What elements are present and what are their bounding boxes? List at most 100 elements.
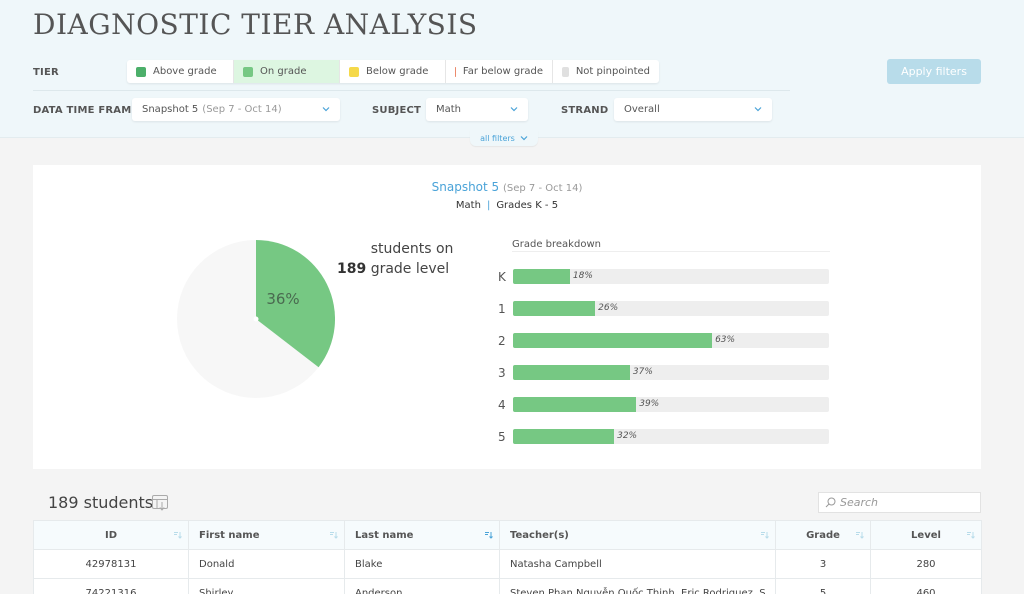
divider [33,90,790,91]
bar-track: 63% [513,333,829,348]
tier-option-not-pinpointed[interactable]: Not pinpointed [553,60,659,83]
bar-fill [513,365,630,380]
table-row[interactable]: 74221316 Shirley Anderson Steven Phan Ng… [33,578,982,594]
search-input[interactable]: Search [818,492,981,513]
strand-select[interactable]: Overall [614,98,772,121]
sort-icon [856,532,864,539]
apply-filters-button[interactable]: Apply filters [887,59,981,84]
tier-option-on-grade[interactable]: On grade [234,60,340,83]
bar-track: 32% [513,429,829,444]
bar-percent-label: 32% [617,431,638,441]
sort-icon [761,532,769,539]
tier-option-below-grade[interactable]: Below grade [340,60,446,83]
column-label: Level [911,529,941,541]
chevron-down-icon [510,107,518,112]
column-label: Teacher(s) [510,529,569,541]
table-row[interactable]: 42978131 Donald Blake Natasha Campbell 3… [33,549,982,579]
cell-first-name: Donald [188,549,345,579]
tier-option-label: Not pinpointed [575,66,650,77]
chevron-down-icon [322,107,330,112]
tier-option-label: Far below grade [462,66,543,77]
timeframe-label: DATA TIME FRAME [33,105,139,116]
students-table: ID First name Last name Teacher(s) Grade… [33,520,982,594]
cell-id: 74221316 [33,578,189,594]
sort-active-icon [485,532,493,539]
bar-fill [513,333,713,348]
bar-fill [513,397,637,412]
timeframe-value: Snapshot 5 [142,104,199,115]
page-title: DIAGNOSTIC TIER ANALYSIS [33,8,478,41]
cell-level: 460 [870,578,982,594]
tier-label: TIER [33,67,59,78]
bar-fill [513,269,570,284]
bar-percent-label: 63% [715,335,736,345]
column-label: ID [104,529,118,541]
students-count-heading: 189 students [48,493,154,512]
divider [512,251,830,252]
grade-label: 4 [498,398,506,412]
grade-label: 3 [498,366,506,380]
pie-percent-label: 36% [266,290,299,308]
search-placeholder: Search [840,496,879,509]
cell-last-name: Blake [344,549,500,579]
table-header-row: ID First name Last name Teacher(s) Grade… [33,520,982,550]
grade-label: K [498,270,506,284]
bar-track: 39% [513,397,829,412]
bar-fill [513,301,596,316]
filter-header: DIAGNOSTIC TIER ANALYSIS TIER Above grad… [0,0,1024,138]
timeframe-dates: (Sep 7 - Oct 14) [202,104,282,115]
not-pinpointed-swatch-icon [562,66,569,77]
strand-value: Overall [624,104,660,115]
sort-icon [967,532,975,539]
students-count-number: 189 [337,261,367,277]
tier-option-label: Below grade [366,66,429,77]
cell-level: 280 [870,549,982,579]
grade-bar-row: 3 37% [498,365,838,381]
column-header-first-name[interactable]: First name [188,520,345,550]
download-table-icon[interactable] [151,494,169,512]
column-header-grade[interactable]: Grade [775,520,871,550]
bar-track: 26% [513,301,829,316]
grade-bar-row: 2 63% [498,333,838,349]
grade-breakdown-title: Grade breakdown [512,239,601,250]
cell-grade: 5 [775,578,871,594]
pie-slice-on-grade [256,240,335,368]
subject-value: Math [436,104,462,115]
snapshot-dates: (Sep 7 - Oct 14) [503,183,583,194]
students-count-text: students on grade level [370,241,454,277]
chevron-down-icon [754,107,762,112]
search-icon [825,497,836,508]
subject-select[interactable]: Math [426,98,528,121]
far-below-grade-swatch-icon [455,66,456,77]
tier-option-label: Above grade [153,66,217,77]
strand-label: STRAND [561,105,609,116]
chevron-down-icon [520,136,528,141]
column-header-teachers[interactable]: Teacher(s) [499,520,776,550]
on-grade-count: 189 students on grade level [337,239,491,279]
summary-grades: Grades K - 5 [496,200,559,211]
cell-first-name: Shirley [188,578,345,594]
column-label: First name [199,529,260,541]
bar-percent-label: 39% [639,399,660,409]
subject-label: SUBJECT [372,105,422,116]
cell-last-name: Anderson [344,578,500,594]
grade-bar-row: 5 32% [498,429,838,445]
column-header-id[interactable]: ID [33,520,189,550]
cell-id: 42978131 [33,549,189,579]
sort-icon [174,532,182,539]
bar-fill [513,429,615,444]
bar-percent-label: 18% [572,271,593,281]
cell-teachers: Natasha Campbell [499,549,776,579]
all-filters-toggle[interactable]: all filters [470,130,538,146]
tier-option-above-grade[interactable]: Above grade [127,60,234,83]
timeframe-select[interactable]: Snapshot 5 (Sep 7 - Oct 14) [132,98,340,121]
tier-option-far-below-grade[interactable]: Far below grade [446,60,553,83]
all-filters-label: all filters [480,133,515,143]
tier-option-label: On grade [260,66,307,77]
column-label: Grade [806,529,840,541]
column-header-level[interactable]: Level [870,520,982,550]
column-header-last-name[interactable]: Last name [344,520,500,550]
cell-grade: 3 [775,549,871,579]
bar-track: 18% [513,269,829,284]
summary-subject: Math [455,200,481,211]
